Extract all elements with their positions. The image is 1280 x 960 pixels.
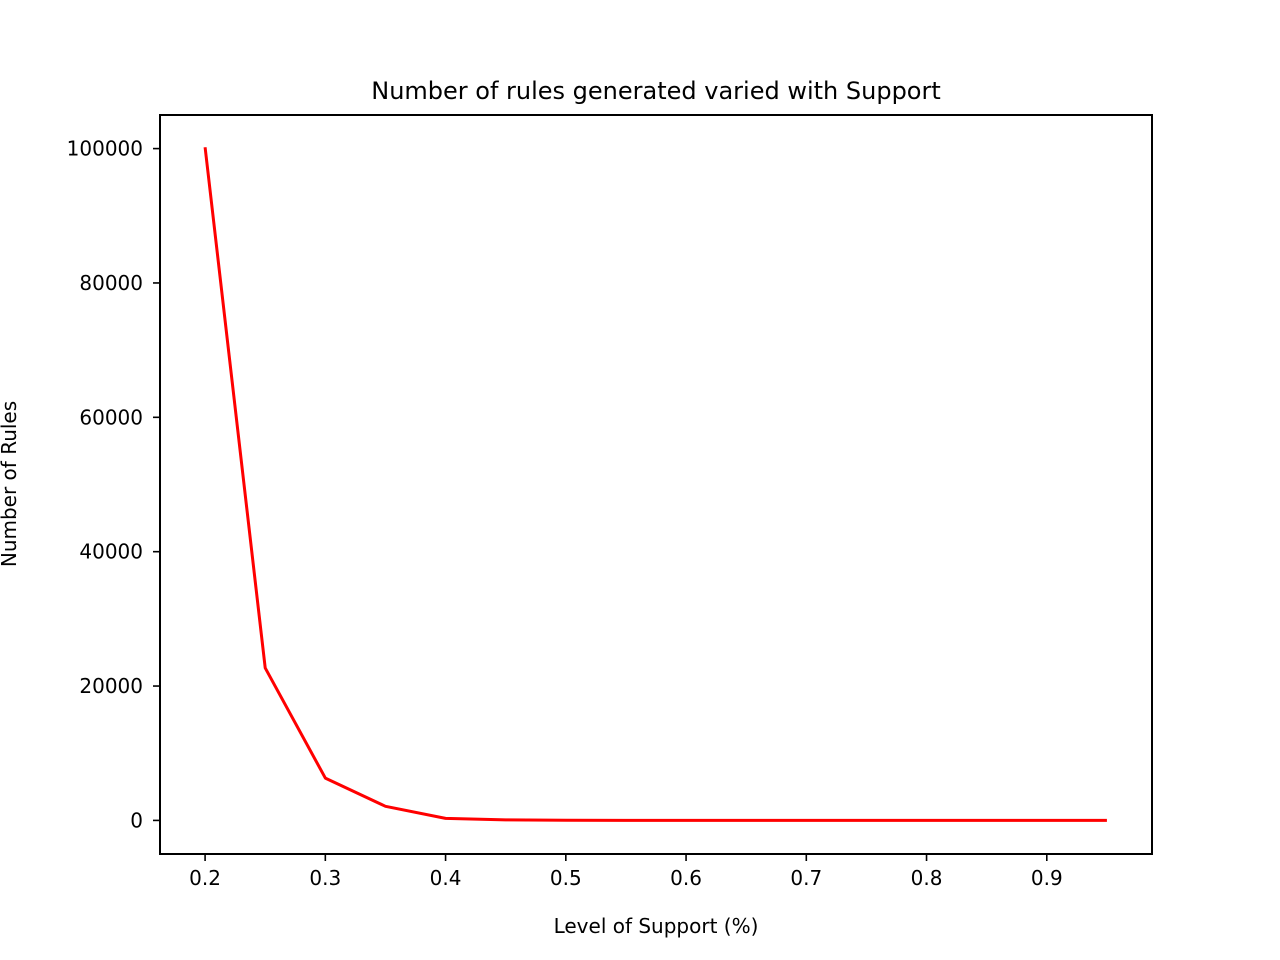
plot-area: 0.2 0.3 0.4 0.5 0.6 0.7 0.8 0.9 0 20000 40000 60000…	[67, 114, 1153, 890]
y-tick-label: 60000	[79, 405, 143, 429]
chart-title: Number of rules generated varied with Su…	[371, 77, 941, 105]
x-tick-label: 0.2	[189, 866, 221, 890]
series-line-0	[203, 147, 1107, 822]
y-tick-label: 20000	[79, 674, 143, 698]
x-tick-label: 0.5	[550, 866, 582, 890]
x-tick-label: 0.6	[670, 866, 702, 890]
x-tick-label: 0.8	[911, 866, 943, 890]
y-axis-label: Number of Rules	[0, 401, 21, 567]
y-tick-label: 0	[130, 808, 143, 832]
y-tick-label: 100000	[67, 137, 143, 161]
y-tick-label: 80000	[79, 271, 143, 295]
x-tick-label: 0.3	[309, 866, 341, 890]
x-tick-label: 0.7	[790, 866, 822, 890]
x-tick-label: 0.4	[430, 866, 462, 890]
x-tick-label: 0.9	[1031, 866, 1063, 890]
plot-frame	[159, 114, 1153, 855]
x-axis-label: Level of Support (%)	[554, 914, 759, 938]
y-tick-label: 40000	[79, 540, 143, 564]
